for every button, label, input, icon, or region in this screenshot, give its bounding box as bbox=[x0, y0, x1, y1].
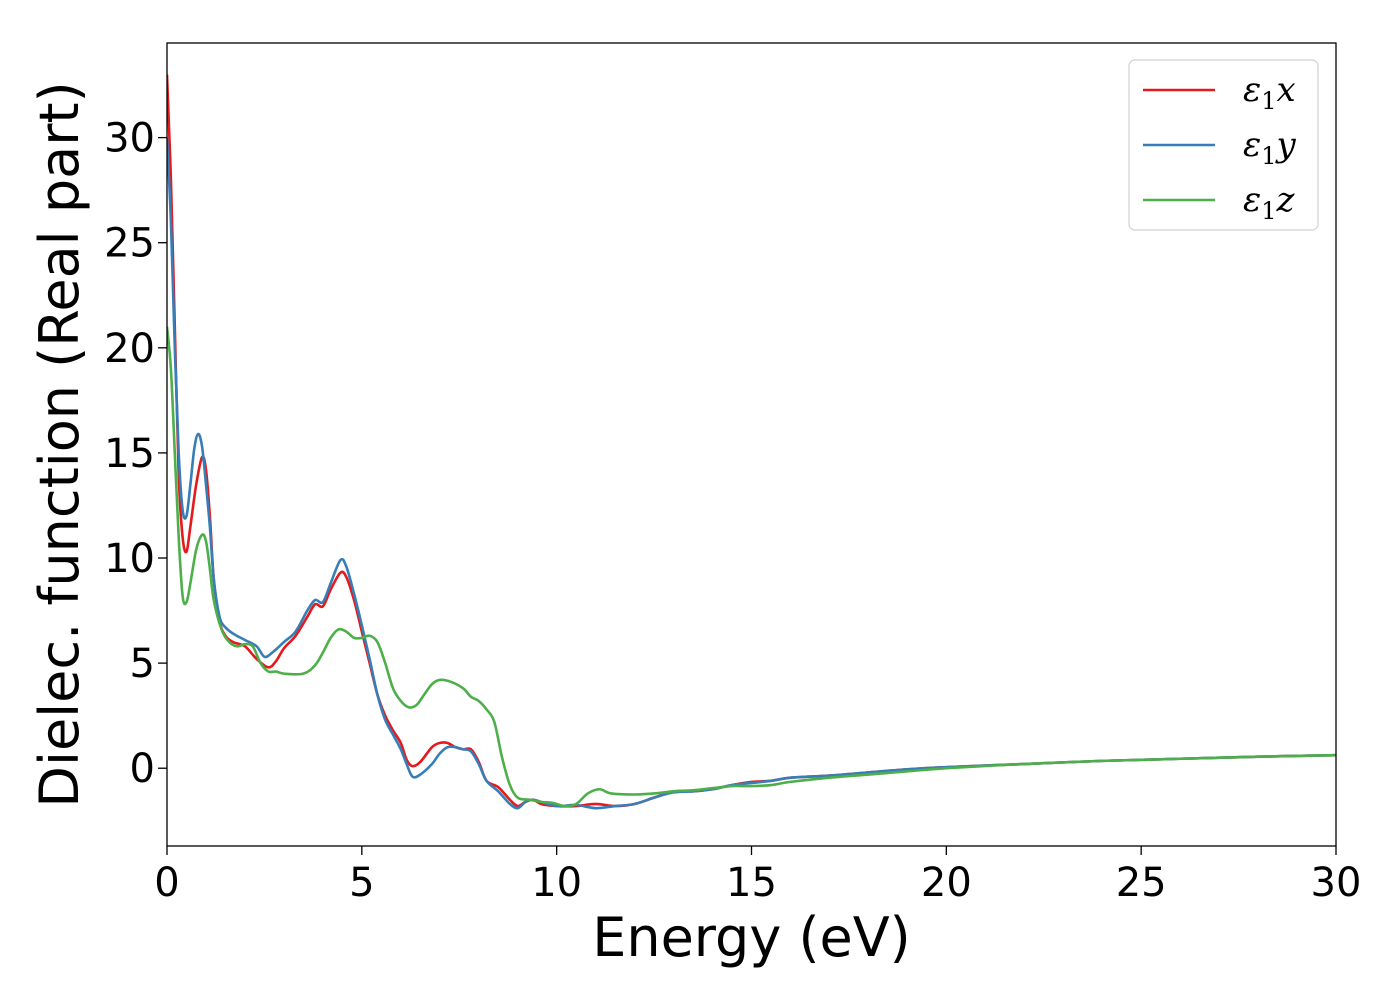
x-tick-label: 0 bbox=[154, 860, 179, 906]
y-tick-label: 20 bbox=[104, 326, 155, 372]
y-tick-label: 30 bbox=[104, 116, 155, 162]
y-tick-label: 5 bbox=[130, 641, 155, 687]
legend-box bbox=[1128, 59, 1319, 231]
y-tick-label: 10 bbox=[104, 536, 155, 582]
y-tick-label: 15 bbox=[104, 431, 155, 477]
plot-frame bbox=[166, 42, 1337, 847]
x-axis-label: Energy (eV) bbox=[592, 906, 911, 969]
x-tick-label: 10 bbox=[531, 860, 582, 906]
y-tick-label: 0 bbox=[130, 746, 155, 792]
x-tick-label: 15 bbox=[726, 860, 777, 906]
y-axis-label: Dielec. function (Real part) bbox=[28, 81, 91, 807]
legend-label-z: ε1z bbox=[1243, 180, 1296, 225]
series-line-z bbox=[167, 326, 1336, 808]
x-tick-label: 20 bbox=[921, 860, 972, 906]
y-tick-label: 25 bbox=[104, 221, 155, 267]
x-tick-label: 5 bbox=[349, 860, 374, 906]
legend-label-y: ε1y bbox=[1243, 125, 1297, 170]
x-tick-label: 30 bbox=[1311, 860, 1362, 906]
x-tick-label: 25 bbox=[1116, 860, 1167, 906]
legend: ε1x ε1y ε1z bbox=[1128, 59, 1319, 231]
legend-label-x: ε1x bbox=[1243, 70, 1296, 115]
